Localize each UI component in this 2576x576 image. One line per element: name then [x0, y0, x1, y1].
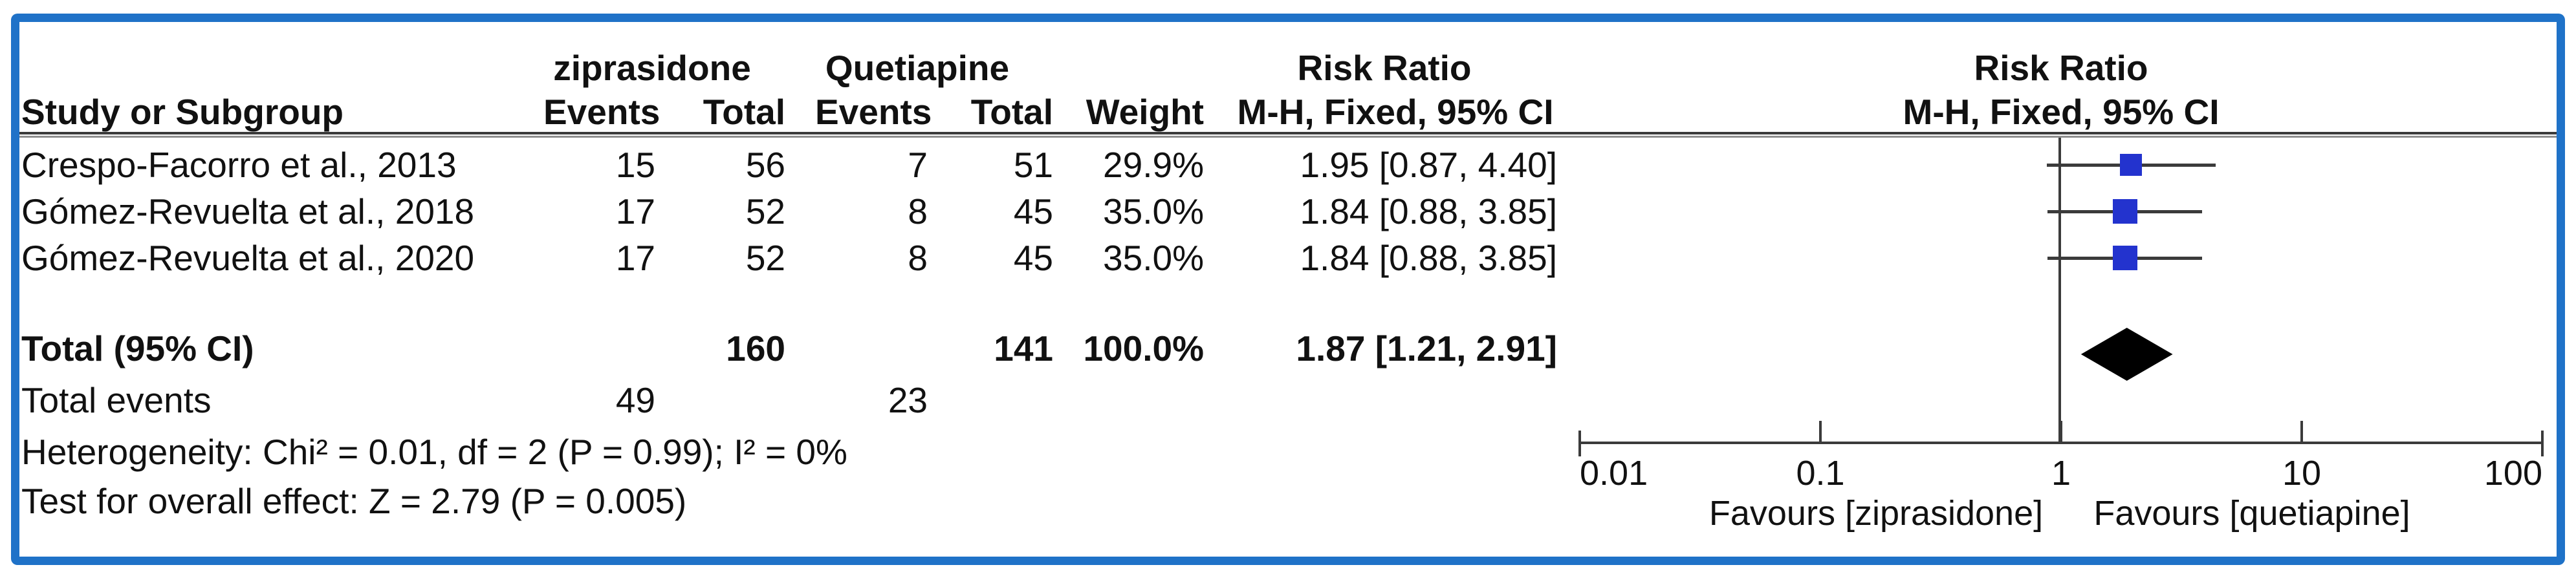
study-marker	[2112, 246, 2137, 270]
heterogeneity-note: Heterogeneity: Chi² = 0.01, df = 2 (P = …	[0, 431, 1598, 473]
study-name: Gómez-Revuelta et al., 2020	[21, 238, 475, 278]
axis-tick-label: 0.01	[1580, 454, 1648, 493]
weight-value: 35.0%	[1103, 191, 1204, 231]
ci-text: 1.84 [0.88, 3.85]	[1300, 238, 1557, 278]
total-quetiapine: 45	[1013, 191, 1053, 231]
header-mh-fixed-ci-plot: M-H, Fixed, 95% CI	[1903, 92, 2220, 132]
axis-tick-label: 10	[2282, 454, 2322, 493]
ci-text: 1.95 [0.87, 4.40]	[1300, 145, 1557, 185]
total-events-quetiapine: 23	[888, 380, 928, 420]
header-events-ziprasidone: Events	[543, 92, 660, 132]
total-weight: 100.0%	[1083, 328, 1204, 368]
total-label: Total (95% CI)	[21, 328, 254, 368]
total-ci-text: 1.87 [1.21, 2.91]	[1296, 328, 1557, 368]
total-n-ziprasidone: 160	[726, 328, 785, 368]
study-name: Gómez-Revuelta et al., 2018	[21, 191, 475, 231]
weight-value: 29.9%	[1103, 145, 1204, 185]
header-mh-fixed-ci-column: M-H, Fixed, 95% CI	[1237, 92, 1554, 132]
overall-effect-note: Test for overall effect: Z = 2.79 (P = 0…	[0, 480, 1598, 522]
axis-tick-label: 1	[2051, 454, 2071, 493]
header-events-quetiapine: Events	[815, 92, 932, 132]
axis-tick	[2300, 421, 2303, 442]
heterogeneity-text: Heterogeneity: Chi² = 0.01, df = 2 (P = …	[21, 432, 847, 472]
header-separator-line	[19, 132, 2557, 138]
weight-value: 35.0%	[1103, 238, 1204, 278]
study-marker	[2119, 154, 2142, 176]
axis-tick	[1578, 431, 1581, 456]
total-ziprasidone: 56	[745, 145, 785, 185]
total-row: Total (95% CI) 160 141 100.0% 1.87 [1.21…	[0, 327, 1598, 370]
null-effect-line	[2058, 138, 2061, 443]
figure-border	[11, 14, 2565, 565]
column-group-ziprasidone: ziprasidone	[553, 48, 751, 88]
header-total-quetiapine: Total	[970, 92, 1053, 132]
risk-ratio-column-title: Risk Ratio	[1297, 48, 1472, 88]
column-group-quetiapine: Quetiapine	[825, 48, 1010, 88]
total-events-ziprasidone: 49	[615, 380, 655, 420]
total-events-label: Total events	[21, 380, 212, 420]
events-quetiapine: 8	[908, 191, 928, 231]
header-total-ziprasidone: Total	[703, 92, 785, 132]
axis-tick	[2541, 431, 2544, 456]
total-events-row: Total events 49 23	[0, 379, 1598, 421]
events-ziprasidone: 17	[615, 238, 655, 278]
favours-left-label: Favours [ziprasidone]	[1708, 494, 2044, 533]
favours-right-label: Favours [quetiapine]	[2093, 494, 2410, 533]
header-weight: Weight	[1086, 92, 1204, 132]
x-axis	[1580, 442, 2542, 444]
axis-tick-label: 100	[2483, 454, 2542, 493]
table-row: Crespo-Facorro et al., 2013 15 56 7 51 2…	[0, 144, 1598, 186]
events-quetiapine: 7	[908, 145, 928, 185]
study-marker	[2112, 199, 2137, 224]
table-header-row: Study or Subgroup Events Total Events To…	[0, 91, 1598, 133]
risk-ratio-plot-title: Risk Ratio	[1974, 48, 2148, 88]
total-quetiapine: 45	[1013, 238, 1053, 278]
axis-tick-label: 0.1	[1796, 454, 1845, 493]
study-name: Crespo-Facorro et al., 2013	[21, 145, 457, 185]
events-ziprasidone: 17	[615, 191, 655, 231]
events-ziprasidone: 15	[615, 145, 655, 185]
table-row: Gómez-Revuelta et al., 2018 17 52 8 45 3…	[0, 190, 1598, 233]
axis-tick	[2060, 421, 2062, 442]
overall-effect-text: Test for overall effect: Z = 2.79 (P = 0…	[21, 481, 687, 521]
total-quetiapine: 51	[1013, 145, 1053, 185]
axis-tick	[1819, 421, 1822, 442]
events-quetiapine: 8	[908, 238, 928, 278]
total-ziprasidone: 52	[745, 238, 785, 278]
total-n-quetiapine: 141	[994, 328, 1053, 368]
total-ziprasidone: 52	[745, 191, 785, 231]
header-study: Study or Subgroup	[21, 92, 344, 132]
ci-text: 1.84 [0.88, 3.85]	[1300, 191, 1557, 231]
table-row: Gómez-Revuelta et al., 2020 17 52 8 45 3…	[0, 237, 1598, 279]
